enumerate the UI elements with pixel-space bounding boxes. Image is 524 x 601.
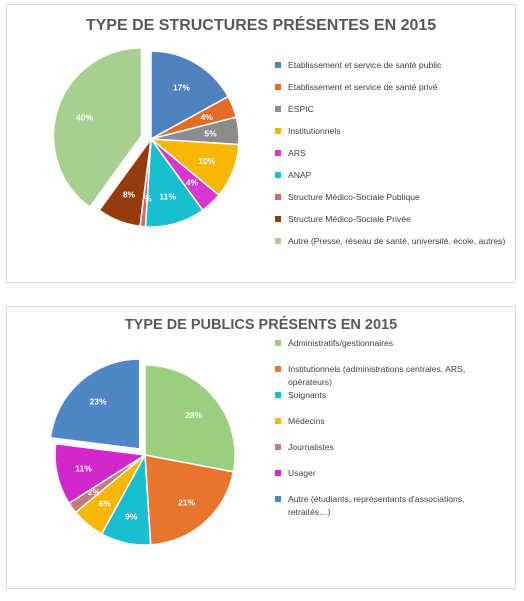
slice-data-label: 2%	[88, 487, 101, 497]
publics-pie-chart: 28% 21% 9% 6% 2% 11% 23%	[49, 358, 236, 546]
legend-swatch	[275, 470, 281, 476]
chart-title: TYPE DE STRUCTURES PRÉSENTES EN 2015	[85, 17, 437, 34]
structures-chart-panel: TYPE DE STRUCTURES PRÉSENTES EN 2015 17%…	[6, 4, 516, 283]
slice-data-label: 40%	[76, 112, 93, 122]
legend-swatch	[275, 238, 281, 244]
legend-swatch	[275, 150, 281, 156]
slice-data-label: 28%	[185, 410, 202, 420]
legend-label: Usager	[288, 468, 316, 478]
legend-swatch	[275, 106, 281, 112]
pie-slice	[98, 138, 152, 228]
legend-swatch	[275, 216, 281, 222]
legend-label: Autre (étudiants, représentants d'associ…	[288, 494, 465, 517]
slice-data-label: 5%	[204, 128, 217, 138]
legend-swatch	[275, 128, 281, 134]
legend-swatch	[275, 340, 281, 346]
slice-data-label: 6%	[99, 499, 112, 509]
legend-swatch	[275, 418, 281, 424]
legend-label: Autre (Presse, réseau de santé, universi…	[288, 236, 506, 246]
legend-label: Structure Médico-Sociale Publique	[288, 192, 420, 202]
legend-swatch	[275, 444, 281, 450]
legend-swatch	[275, 172, 281, 178]
slice-data-label: 23%	[90, 397, 107, 407]
legend-label: Etablissement et service de santé privé	[288, 82, 438, 92]
legend-label: ESPIC	[288, 104, 314, 114]
slice-data-label: 10%	[198, 156, 215, 166]
pie-slice	[144, 454, 235, 546]
slice-data-label: 8%	[123, 190, 136, 200]
legend-swatch	[275, 194, 281, 200]
legend-label: Administratifs/gestionnaires	[288, 338, 394, 348]
pie-slice	[144, 364, 236, 473]
publics-chart-panel: TYPE DE PUBLICS PRÉSENTS EN 2015 28% 21% 9…	[6, 306, 516, 589]
pie-slice	[52, 47, 143, 209]
structures-pie-chart: 17% 4% 5% 10% 4% 11% 1%8% 40%	[52, 47, 240, 228]
legend-swatch	[275, 62, 281, 68]
legend-label: Structure Médico-Sociale Privée	[288, 214, 411, 224]
slice-data-label: 17%	[173, 82, 190, 92]
legend-label: Soignants	[288, 390, 327, 400]
slice-data-label: 4%	[200, 112, 213, 122]
legend-label: Institutionnels	[288, 126, 341, 136]
legend-swatch	[275, 392, 281, 398]
legend-swatch	[275, 496, 281, 502]
slice-data-label: 11%	[159, 191, 176, 201]
pie-slice	[150, 50, 230, 141]
pie-slice	[54, 442, 148, 505]
legend-label: Journalistes	[288, 442, 334, 452]
slice-data-label: 4%	[186, 178, 199, 188]
slice-data-label: 9%	[125, 511, 138, 521]
legend-swatch	[275, 84, 281, 90]
legend-label: ANAP	[288, 170, 312, 180]
legend-label: Institutionnels (administrations central…	[288, 364, 466, 387]
slice-data-label: 11%	[75, 464, 92, 474]
legend-swatch	[275, 366, 281, 372]
slice-data-label: 1%	[139, 194, 152, 204]
slice-data-label: 21%	[178, 497, 195, 507]
legend-label: Etablissement et service de santé public	[288, 60, 442, 70]
chart-title: TYPE DE PUBLICS PRÉSENTS EN 2015	[124, 317, 398, 333]
legend-label: Médecins	[288, 416, 325, 426]
legend-label: ARS	[288, 148, 306, 158]
pie-slice	[49, 358, 141, 450]
